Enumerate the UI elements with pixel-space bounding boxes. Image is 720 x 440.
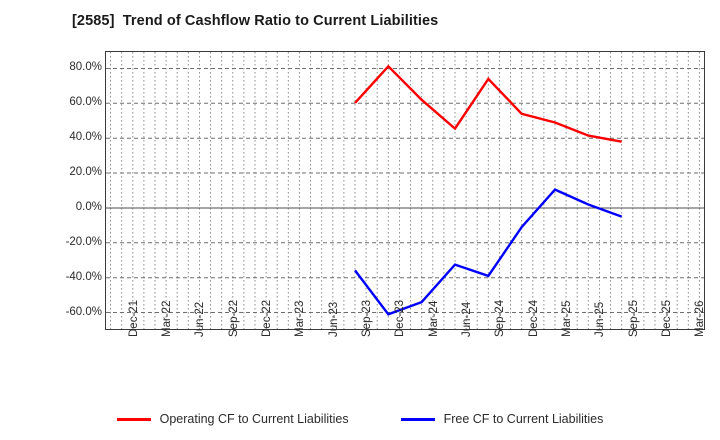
x-tick-label: Sep-22 xyxy=(227,299,240,337)
x-tick-label: Jun-23 xyxy=(327,301,340,337)
x-tick-label: Sep-23 xyxy=(361,299,373,337)
legend-label: Operating CF to Current Liabilities xyxy=(159,412,349,426)
y-tick-label: 0.0% xyxy=(75,200,102,213)
y-tick-label: 20.0% xyxy=(69,166,102,179)
y-tick-label: -20.0% xyxy=(65,235,102,248)
y-tick-label: -60.0% xyxy=(65,305,102,318)
legend-item[interactable]: Free CF to Current Liabilities xyxy=(400,412,604,426)
page-title: [2585] Trend of Cashflow Ratio to Curren… xyxy=(72,13,439,29)
x-tick-label: Jun-22 xyxy=(194,301,207,337)
x-tick-label: Dec-23 xyxy=(394,299,407,337)
legend-item[interactable]: Operating CF to Current Liabilities xyxy=(116,412,349,426)
x-tick-label: Mar-23 xyxy=(294,300,307,337)
legend-color-swatch xyxy=(400,417,435,421)
y-tick-label: -40.0% xyxy=(65,270,102,283)
x-tick-label: Dec-24 xyxy=(527,299,540,337)
plot-area xyxy=(105,51,705,330)
y-tick-label: 60.0% xyxy=(69,96,102,109)
y-axis-labels: 80.0% 60.0% 40.0% 20.0% 0.0% -20.0% -40.0% -60.… xyxy=(50,0,102,440)
x-tick-label: Dec-25 xyxy=(661,299,673,337)
x-tick-label: Sep-24 xyxy=(494,299,507,337)
y-tick-label: 80.0% xyxy=(69,61,102,74)
x-tick-label: Jun-25 xyxy=(594,301,607,337)
chart-legend: Operating CF to Current Liabilities Free … xyxy=(0,406,720,432)
x-tick-label: Sep-25 xyxy=(627,299,640,337)
x-tick-label: Dec-21 xyxy=(127,299,140,337)
series-line xyxy=(354,64,622,143)
grid-horizontal xyxy=(106,67,704,314)
plot-svg xyxy=(106,52,704,329)
series-line xyxy=(354,188,623,316)
x-tick-label: Mar-25 xyxy=(561,300,573,337)
legend-label: Free CF to Current Liabilities xyxy=(443,412,604,426)
x-tick-label: Mar-22 xyxy=(161,300,173,337)
y-tick-label: 40.0% xyxy=(69,131,102,144)
x-tick-label: Mar-26 xyxy=(694,300,707,337)
x-tick-label: Mar-24 xyxy=(427,300,440,337)
legend-color-swatch xyxy=(116,417,151,421)
x-tick-label: Jun-24 xyxy=(461,301,473,337)
x-tick-label: Dec-22 xyxy=(261,299,273,337)
